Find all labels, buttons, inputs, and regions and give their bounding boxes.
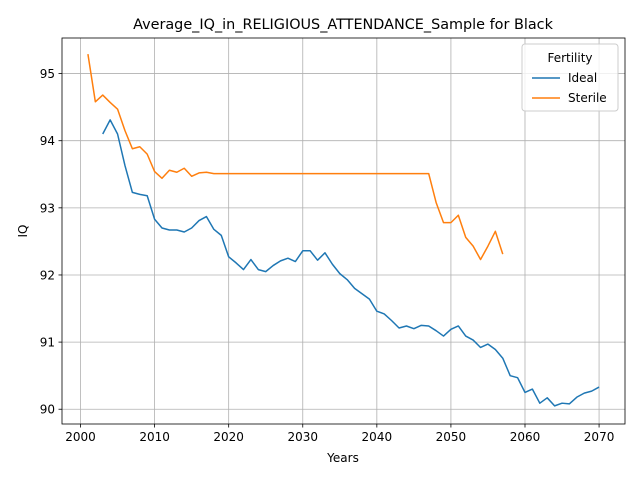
- x-tick-label: 2030: [287, 430, 318, 444]
- y-tick-label: 92: [40, 268, 55, 282]
- x-axis-label: Years: [326, 451, 359, 465]
- legend-title: Fertility: [547, 51, 592, 65]
- series-layer: [87, 53, 600, 407]
- x-tick-label: 2040: [362, 430, 393, 444]
- legend-label-ideal: Ideal: [568, 71, 597, 85]
- legend: Fertility Ideal Sterile: [521, 43, 619, 112]
- y-tick-label: 93: [40, 201, 55, 215]
- x-tick-label: 2050: [436, 430, 467, 444]
- y-tick-label: 91: [40, 336, 55, 350]
- chart-title: Average_IQ_in_RELIGIOUS_ATTENDANCE_Sampl…: [133, 17, 553, 33]
- x-tick-label: 2000: [65, 430, 96, 444]
- y-tick-label: 95: [40, 67, 55, 81]
- legend-box: [521, 43, 619, 112]
- x-tick-label: 2010: [139, 430, 170, 444]
- series-line-sterile: [87, 53, 504, 261]
- x-tick-label: 2070: [584, 430, 615, 444]
- x-tick-label: 2060: [510, 430, 541, 444]
- series-line-ideal: [102, 119, 600, 407]
- y-tick-label: 94: [40, 134, 55, 148]
- x-tick-label: 2020: [213, 430, 244, 444]
- y-axis: 90 91 92 93 94 95: [40, 67, 62, 417]
- y-tick-label: 90: [40, 403, 55, 417]
- x-axis: 2000 2010 2020 2030 2040 2050 2060 2070: [65, 424, 614, 444]
- legend-label-sterile: Sterile: [568, 91, 607, 105]
- plot-area-frame: [61, 37, 626, 425]
- y-axis-label: IQ: [16, 225, 30, 238]
